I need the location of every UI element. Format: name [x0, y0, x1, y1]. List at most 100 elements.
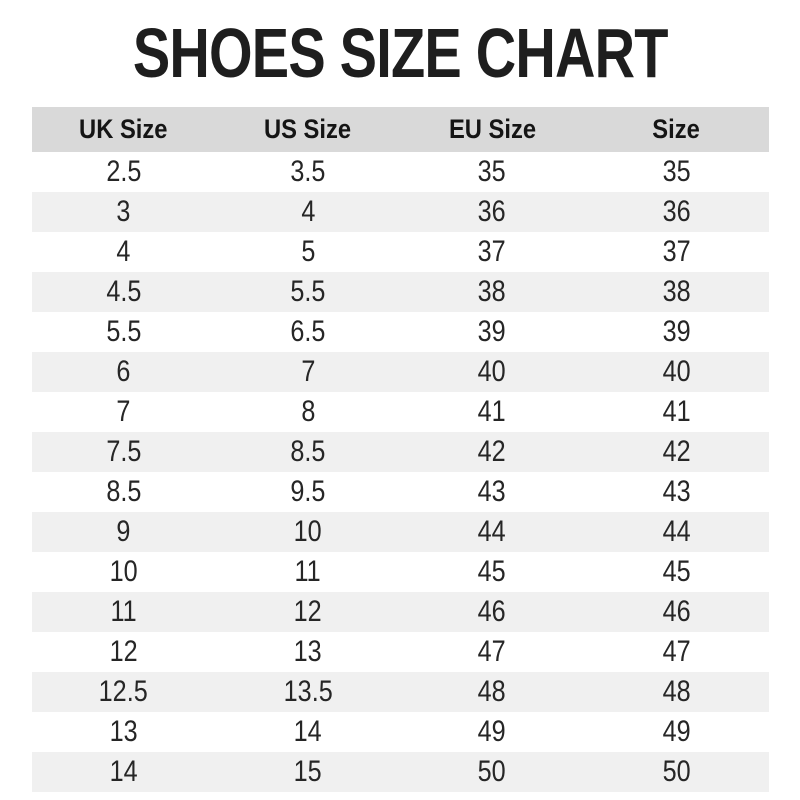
table-cell-text: 39 [478, 315, 507, 348]
table-cell: 40 [584, 355, 768, 389]
table-cell: 5.5 [216, 275, 400, 309]
table-cell: 8 [216, 395, 400, 429]
table-cell-text: 7 [116, 395, 131, 428]
table-row: 2.5 3.5 35 35 [31, 152, 769, 192]
table-cell-text: 5.5 [106, 315, 142, 348]
table-cell-text: 11 [110, 595, 137, 628]
table-cell: 8.5 [32, 475, 216, 509]
table-cell-text: 42 [478, 435, 507, 468]
table-cell-text: 41 [478, 395, 507, 428]
table-cell-text: 6.5 [290, 315, 326, 348]
table-cell-text: 43 [662, 475, 691, 508]
table-row: 13 14 49 49 [31, 712, 769, 752]
table-cell: 35 [584, 155, 768, 189]
table-cell-text: 4 [116, 235, 131, 268]
column-header-text: EU Size [448, 114, 536, 144]
table-cell-text: 2.5 [106, 155, 142, 188]
table-cell: 15 [216, 755, 400, 789]
table-cell-text: 39 [662, 315, 691, 348]
table-cell-text: 14 [293, 715, 322, 748]
table-cell: 6 [32, 355, 216, 389]
table-cell: 44 [584, 515, 768, 549]
table-cell: 38 [584, 275, 768, 309]
table-cell-text: 42 [662, 435, 691, 468]
table-cell-text: 8.5 [106, 475, 142, 508]
table-cell-text: 43 [478, 475, 507, 508]
table-cell: 13 [216, 635, 400, 669]
table-cell-text: 46 [478, 595, 507, 628]
table-cell: 41 [584, 395, 768, 429]
table-cell-text: 11 [294, 555, 321, 588]
table-cell: 3 [32, 195, 216, 229]
table-cell: 5 [216, 235, 400, 269]
table-row: 11 12 46 46 [31, 592, 769, 632]
table-cell: 46 [400, 595, 584, 629]
table-cell: 12 [32, 635, 216, 669]
table-cell-text: 9.5 [290, 475, 326, 508]
page-title-text: SHOES SIZE CHART [132, 14, 669, 92]
table-cell-text: 47 [662, 635, 691, 668]
table-cell: 7 [216, 355, 400, 389]
table-cell-text: 40 [478, 355, 507, 388]
table-cell-text: 36 [478, 195, 507, 228]
table-cell-text: 8.5 [290, 435, 326, 468]
table-cell-text: 4 [300, 195, 315, 228]
table-row: 4.5 5.5 38 38 [31, 272, 769, 312]
table-row: 12 13 47 47 [31, 632, 769, 672]
table-cell-text: 49 [478, 715, 507, 748]
table-cell: 42 [584, 435, 768, 469]
table-cell-text: 6 [116, 355, 131, 388]
table-cell: 45 [584, 555, 768, 589]
column-header: EU Size [400, 114, 584, 145]
table-cell: 42 [400, 435, 584, 469]
table-cell-text: 35 [662, 155, 691, 188]
table-row: 5.5 6.5 39 39 [31, 312, 769, 352]
table-cell: 4 [32, 235, 216, 269]
table-cell: 35 [400, 155, 584, 189]
table-cell-text: 3 [116, 195, 131, 228]
table-cell-text: 40 [662, 355, 691, 388]
table-cell: 14 [216, 715, 400, 749]
column-header-text: UK Size [79, 114, 168, 144]
table-cell: 41 [400, 395, 584, 429]
table-cell-text: 44 [662, 515, 691, 548]
table-cell: 11 [32, 595, 216, 629]
table-cell: 39 [400, 315, 584, 349]
table-row: 10 11 45 45 [31, 552, 769, 592]
table-row: 7 8 41 41 [31, 392, 769, 432]
table-cell: 12 [216, 595, 400, 629]
table-cell: 48 [584, 675, 768, 709]
table-cell-text: 50 [662, 755, 691, 788]
table-cell-text: 13 [293, 635, 322, 668]
table-cell: 43 [584, 475, 768, 509]
table-cell: 37 [584, 235, 768, 269]
table-row: 6 7 40 40 [31, 352, 769, 392]
table-cell: 5.5 [32, 315, 216, 349]
table-cell-text: 38 [662, 275, 691, 308]
table-cell: 3.5 [216, 155, 400, 189]
table-row: 7.5 8.5 42 42 [31, 432, 769, 472]
table-cell-text: 37 [662, 235, 691, 268]
table-cell: 49 [400, 715, 584, 749]
table-cell: 44 [400, 515, 584, 549]
table-cell-text: 46 [662, 595, 691, 628]
column-header: UK Size [32, 114, 216, 145]
table-cell: 7 [32, 395, 216, 429]
table-header-row: UK Size US Size EU Size Size [31, 107, 769, 152]
table-cell: 4 [216, 195, 400, 229]
table-cell: 14 [32, 755, 216, 789]
table-cell-text: 36 [662, 195, 691, 228]
table-cell-text: 37 [478, 235, 507, 268]
table-cell-text: 45 [662, 555, 691, 588]
table-cell: 36 [584, 195, 768, 229]
table-cell: 40 [400, 355, 584, 389]
table-cell-text: 4.5 [106, 275, 142, 308]
table-body: 2.5 3.5 35 35 3 4 36 36 4 5 37 37 4.5 5.5 38 38 5.5 6.5 39… [31, 152, 769, 792]
table-cell: 37 [400, 235, 584, 269]
table-cell: 7.5 [32, 435, 216, 469]
table-cell: 13.5 [216, 675, 400, 709]
table-cell-text: 9 [116, 515, 131, 548]
table-cell-text: 45 [478, 555, 507, 588]
table-cell-text: 47 [478, 635, 507, 668]
table-cell: 12.5 [32, 675, 216, 709]
